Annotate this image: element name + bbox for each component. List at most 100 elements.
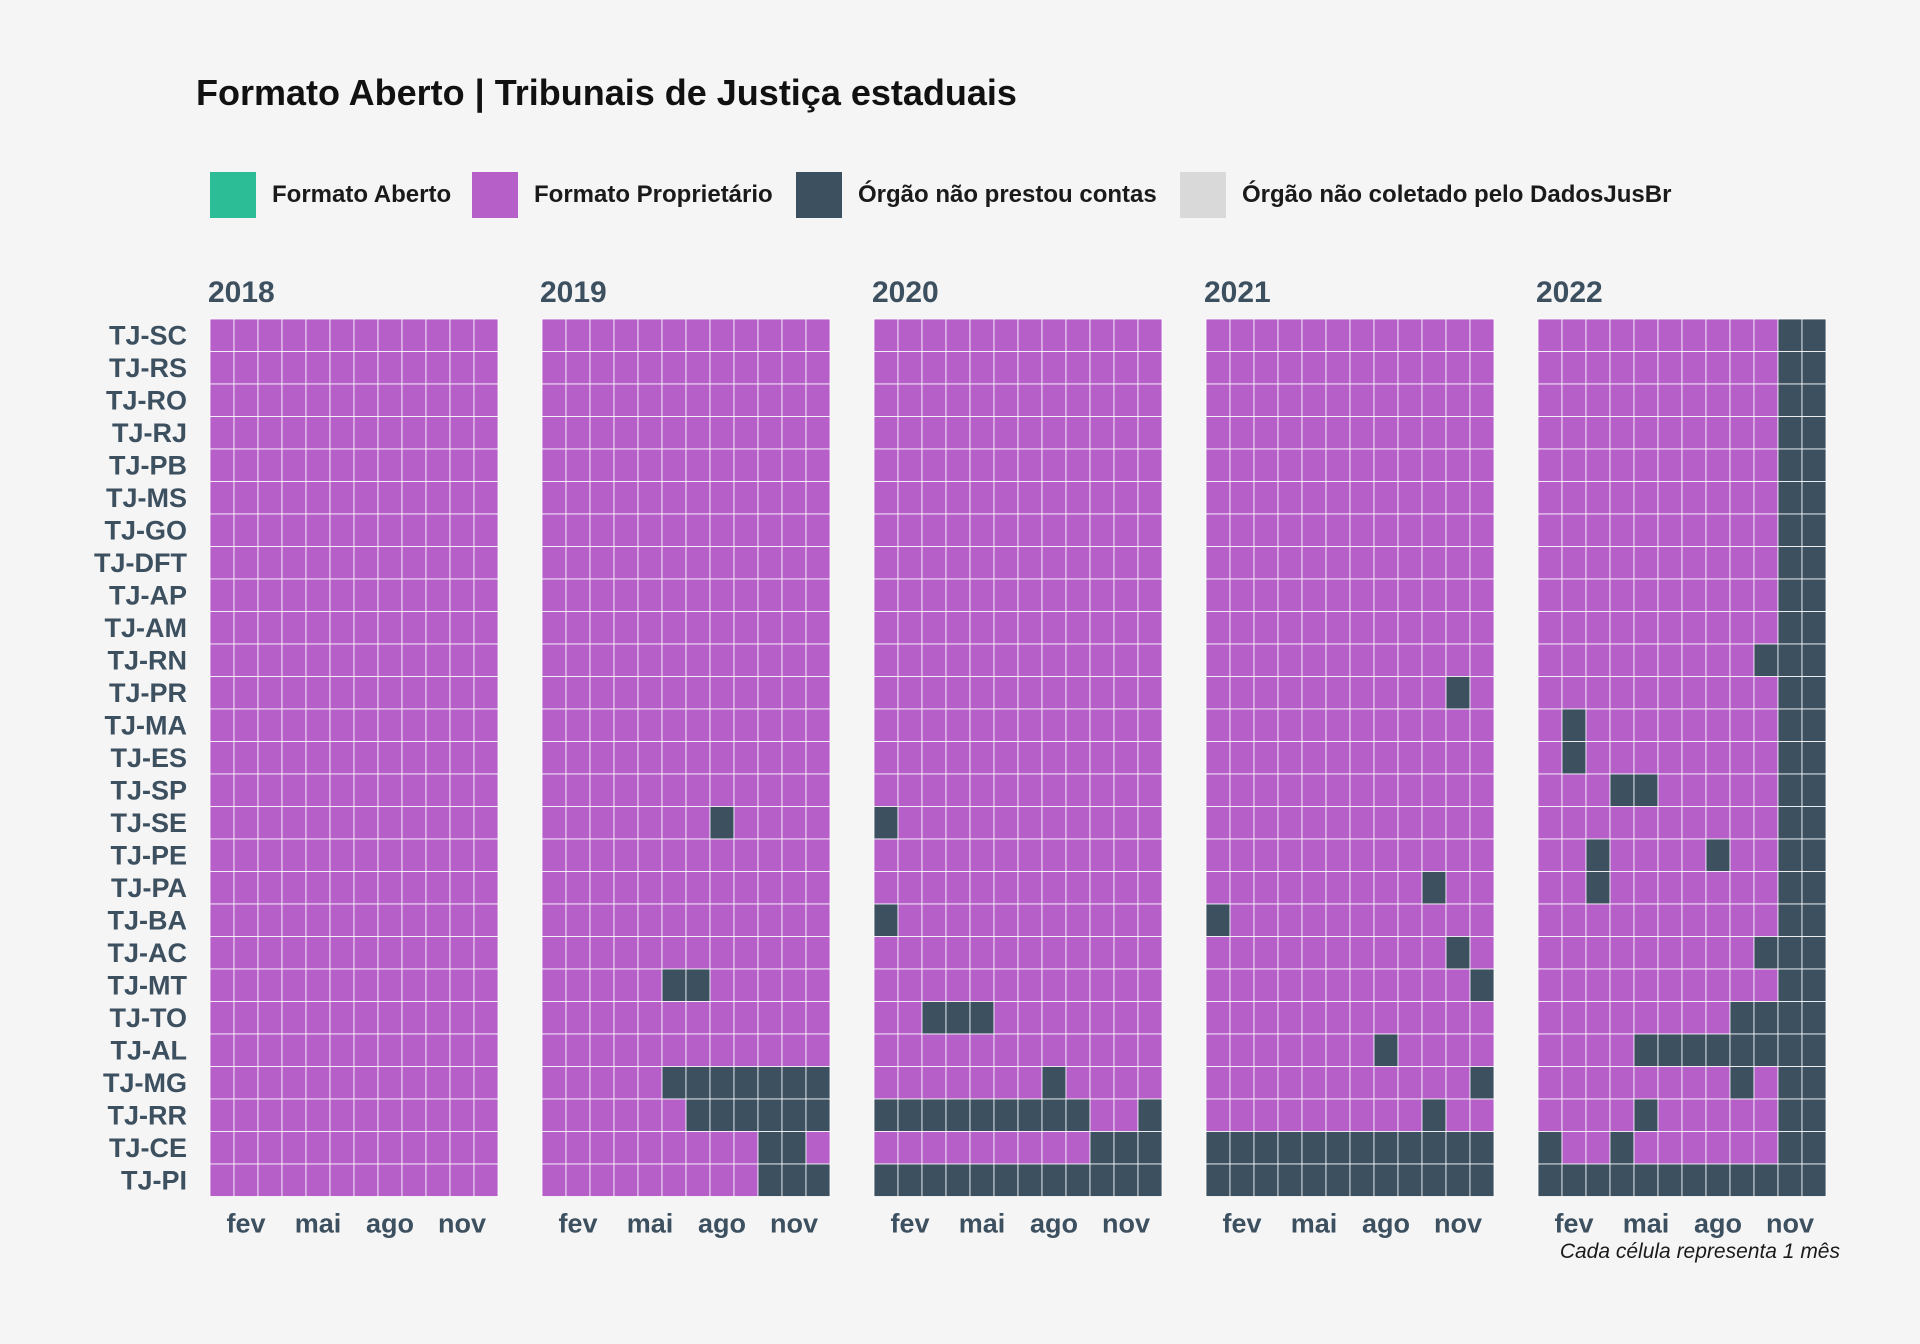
- heatmap-cell: [1373, 416, 1399, 450]
- heatmap-cell: [257, 773, 283, 807]
- heatmap-cell: [281, 513, 307, 547]
- heatmap-cell: [1753, 318, 1779, 352]
- heatmap-cell: [1277, 676, 1303, 710]
- heatmap-cell: [873, 1131, 899, 1165]
- heatmap-cell: [589, 318, 615, 352]
- heatmap-cell: [1089, 838, 1115, 872]
- heatmap-cell: [257, 1163, 283, 1197]
- heatmap-cell: [781, 1033, 807, 1067]
- heatmap-cell: [1585, 448, 1611, 482]
- heatmap-cell: [209, 546, 235, 580]
- heatmap-cell: [425, 416, 451, 450]
- heatmap-cell: [1065, 968, 1091, 1002]
- heatmap-cell: [1705, 578, 1731, 612]
- heatmap-cell: [1585, 1066, 1611, 1100]
- heatmap-cell: [1561, 643, 1587, 677]
- heatmap-cell: [921, 578, 947, 612]
- heatmap-cell: [685, 838, 711, 872]
- heatmap-cell: [897, 1098, 923, 1132]
- heatmap-cell: [1633, 578, 1659, 612]
- heatmap-cell: [473, 1098, 499, 1132]
- heatmap-cell: [257, 513, 283, 547]
- heatmap-cell: [1137, 1033, 1163, 1067]
- heatmap-cell: [921, 1131, 947, 1165]
- heatmap-cell: [473, 1163, 499, 1197]
- heatmap-cell: [541, 1066, 567, 1100]
- heatmap-cell: [1397, 546, 1423, 580]
- heatmap-cell: [1041, 643, 1067, 677]
- heatmap-cell: [1777, 351, 1803, 385]
- heatmap-cell: [1609, 1131, 1635, 1165]
- heatmap-cell: [1253, 318, 1279, 352]
- heatmap-cell: [1585, 351, 1611, 385]
- heatmap-cell: [209, 1033, 235, 1067]
- row-label: TJ-SC: [109, 320, 187, 350]
- heatmap-cell: [781, 903, 807, 937]
- heatmap-cell: [233, 968, 259, 1002]
- heatmap-cell: [945, 838, 971, 872]
- heatmap-cell: [1137, 481, 1163, 515]
- heatmap-cell: [781, 871, 807, 905]
- heatmap-cell: [1445, 806, 1471, 840]
- heatmap-cell: [1561, 838, 1587, 872]
- heatmap-cell: [589, 578, 615, 612]
- heatmap-cell: [1325, 676, 1351, 710]
- heatmap-cell: [1041, 481, 1067, 515]
- heatmap-cell: [541, 611, 567, 645]
- heatmap-cell: [1137, 1163, 1163, 1197]
- heatmap-cell: [637, 643, 663, 677]
- heatmap-cell: [685, 1066, 711, 1100]
- heatmap-cell: [305, 1163, 331, 1197]
- heatmap-cell: [1729, 546, 1755, 580]
- heatmap-cell: [1017, 1098, 1043, 1132]
- heatmap-cell: [1753, 1098, 1779, 1132]
- heatmap-cell: [1041, 676, 1067, 710]
- x-tick-label: nov: [1434, 1209, 1482, 1239]
- heatmap-cell: [969, 806, 995, 840]
- heatmap-cell: [1705, 1066, 1731, 1100]
- heatmap-cell: [1229, 481, 1255, 515]
- heatmap-cell: [1609, 546, 1635, 580]
- heatmap-cell: [945, 416, 971, 450]
- heatmap-cell: [257, 611, 283, 645]
- heatmap-cell: [1017, 741, 1043, 775]
- heatmap-cell: [1373, 578, 1399, 612]
- heatmap-cell: [993, 578, 1019, 612]
- heatmap-cell: [329, 773, 355, 807]
- heatmap-cell: [1801, 968, 1827, 1002]
- heatmap-cell: [1137, 578, 1163, 612]
- heatmap-cell: [1349, 383, 1375, 417]
- heatmap-cell: [1609, 773, 1635, 807]
- heatmap-cell: [377, 1066, 403, 1100]
- heatmap-cell: [1537, 838, 1563, 872]
- heatmap-cell: [685, 741, 711, 775]
- heatmap-cell: [1277, 448, 1303, 482]
- heatmap-cell: [945, 546, 971, 580]
- heatmap-cell: [1301, 416, 1327, 450]
- heatmap-cell: [1681, 1033, 1707, 1067]
- heatmap-cell: [1777, 1066, 1803, 1100]
- heatmap-cell: [781, 936, 807, 970]
- heatmap-cell: [1205, 1033, 1231, 1067]
- legend-label-proprietario: Formato Proprietário: [534, 181, 773, 208]
- x-tick-label: ago: [1362, 1209, 1410, 1239]
- heatmap-cell: [305, 351, 331, 385]
- heatmap-cell: [377, 383, 403, 417]
- heatmap-cell: [589, 611, 615, 645]
- heatmap-cell: [1325, 806, 1351, 840]
- heatmap-cell: [401, 968, 427, 1002]
- heatmap-cell: [1325, 773, 1351, 807]
- heatmap-cell: [873, 383, 899, 417]
- heatmap-cell: [1445, 903, 1471, 937]
- heatmap-cell: [757, 546, 783, 580]
- heatmap-cell: [1777, 773, 1803, 807]
- heatmap-cell: [565, 1066, 591, 1100]
- row-label: TJ-RO: [106, 385, 187, 415]
- row-label: TJ-PR: [109, 678, 187, 708]
- heatmap-cell: [733, 416, 759, 450]
- heatmap-cell: [1421, 643, 1447, 677]
- heatmap-cell: [1229, 936, 1255, 970]
- heatmap-cell: [1253, 351, 1279, 385]
- heatmap-cell: [1113, 1098, 1139, 1132]
- heatmap-cell: [1801, 838, 1827, 872]
